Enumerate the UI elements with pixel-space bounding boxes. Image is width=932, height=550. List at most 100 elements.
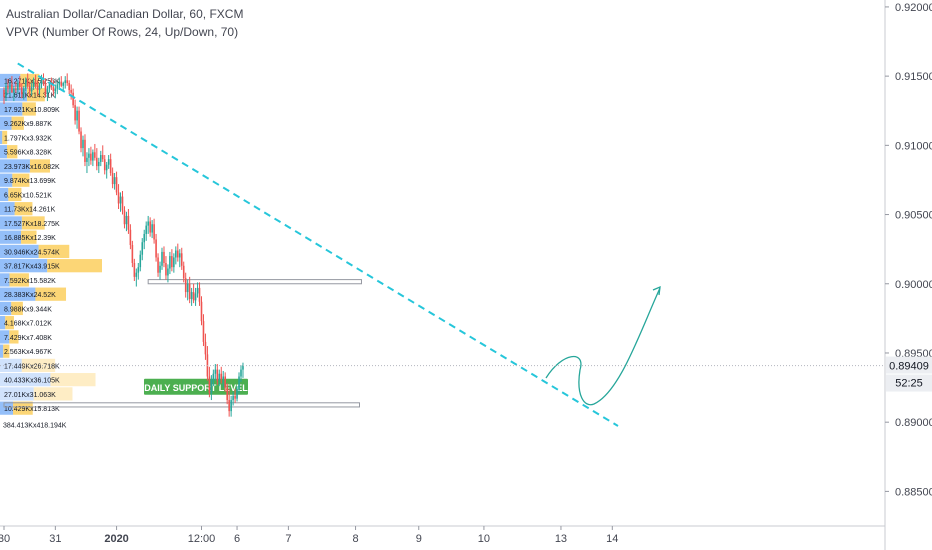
vp-up-bar	[0, 230, 22, 244]
candle-body	[123, 210, 126, 225]
current-price-value: 0.89409	[889, 361, 929, 373]
vp-up-bar	[0, 216, 22, 230]
price-tick-label: 0.92000	[895, 2, 932, 14]
candle-body	[3, 89, 5, 97]
vp-up-bar	[0, 273, 10, 287]
time-tick-label: 7	[285, 533, 291, 545]
candle-body	[135, 272, 138, 277]
candle-body	[129, 229, 132, 246]
price-tick-label: 0.90500	[895, 210, 932, 222]
candle-body	[198, 287, 201, 302]
candle-body	[137, 267, 140, 273]
candle-body	[70, 89, 72, 93]
candle-body	[230, 400, 232, 412]
candle-body	[163, 251, 165, 263]
vp-down-bar	[21, 230, 37, 244]
vp-up-bar	[0, 116, 12, 130]
time-tick-label: 9	[416, 533, 422, 545]
candle-body	[5, 85, 7, 97]
time-axis: 30 31 2020 12:00 6 7 8 9 10 13 14	[0, 526, 618, 545]
candle-body	[76, 110, 78, 121]
candle-body	[113, 177, 116, 185]
candle-body	[64, 80, 67, 84]
candle-body	[48, 84, 51, 89]
candle-body	[34, 81, 37, 86]
candle-body	[68, 83, 70, 90]
vp-down-bar	[11, 116, 24, 130]
candle-body	[28, 85, 31, 92]
candle-body	[236, 388, 238, 399]
candle-body	[182, 265, 185, 279]
time-tick-label: 6	[234, 533, 240, 545]
vp-up-bar	[0, 301, 12, 316]
vp-down-bar	[9, 330, 19, 344]
vp-row-label: 11.73Kx14.261K	[4, 207, 56, 214]
zones: DAILY SUPPORT LEVEL	[3, 279, 362, 408]
candles	[3, 73, 244, 417]
support-label-text: DAILY SUPPORT LEVEL	[144, 383, 248, 393]
vp-down-bar	[22, 102, 36, 116]
candle-body	[214, 369, 217, 374]
vp-up-bar	[0, 358, 22, 373]
candle-body	[228, 400, 230, 412]
time-tick-label: 31	[49, 533, 61, 545]
candle-body	[194, 293, 197, 301]
candle-body	[155, 239, 157, 258]
candle-body	[157, 257, 159, 273]
candle-body	[60, 81, 63, 86]
candle-body	[115, 177, 118, 193]
candle-body	[44, 83, 47, 95]
candle-body	[141, 242, 144, 255]
candle-body	[80, 131, 82, 149]
vp-up-bar	[0, 187, 9, 202]
candle-body	[20, 87, 23, 95]
vp-up-bar	[0, 102, 23, 116]
candle-body	[216, 369, 219, 381]
candle-body	[169, 256, 171, 269]
candle-body	[17, 83, 19, 90]
vp-down-bar	[9, 273, 29, 287]
candle-body	[19, 83, 21, 88]
vp-up-bar	[0, 387, 34, 401]
drawings	[17, 62, 661, 427]
candle-body	[186, 283, 189, 293]
price-axis: 0.920000.915000.910000.905000.900000.895…	[885, 2, 932, 498]
vp-up-bar	[0, 73, 21, 88]
candle-body	[192, 292, 195, 301]
current-price: 0.89409 52:25	[0, 356, 932, 392]
vp-down-bar	[8, 187, 22, 202]
candle-body	[30, 87, 33, 92]
vp-down-bar	[33, 387, 73, 401]
vp-row-label: 2.563Kx4.967K	[4, 349, 52, 356]
candle-body	[204, 341, 207, 355]
candle-body	[238, 376, 240, 389]
candle-body	[56, 84, 59, 89]
candle-body	[103, 159, 106, 171]
vp-up-bar	[0, 330, 10, 344]
vp-down-bar	[35, 287, 67, 301]
candle-body	[119, 196, 122, 204]
candle-body	[188, 283, 191, 299]
candle-body	[90, 153, 92, 161]
vp-down-bar	[13, 401, 33, 415]
candle-body	[99, 155, 102, 162]
price-tick-label: 0.91500	[895, 71, 932, 83]
vp-row-label: 10.429Kx15.813K	[4, 406, 60, 413]
vp-row-label: 1.797Kx3.932K	[4, 135, 52, 142]
vp-row-label: 9.262Kx9.887K	[4, 121, 52, 128]
candle-body	[107, 159, 110, 165]
vp-row-label: 5.596Kx8.328K	[4, 150, 52, 157]
candle-body	[149, 221, 151, 233]
candle-body	[165, 263, 167, 276]
vp-row-label: 8.988Kx9.344K	[4, 306, 52, 313]
volume-profile: 16.271Kx15.253K21.611Kx14.31K17.921Kx10.…	[0, 73, 102, 429]
candle-body	[147, 221, 149, 226]
candle-body	[86, 157, 88, 162]
candle-body	[32, 81, 35, 88]
vp-down-bar	[50, 373, 96, 387]
candle-body	[111, 173, 114, 185]
candle-body	[234, 395, 236, 399]
countdown-badge	[886, 374, 932, 392]
candle-body	[54, 88, 57, 92]
